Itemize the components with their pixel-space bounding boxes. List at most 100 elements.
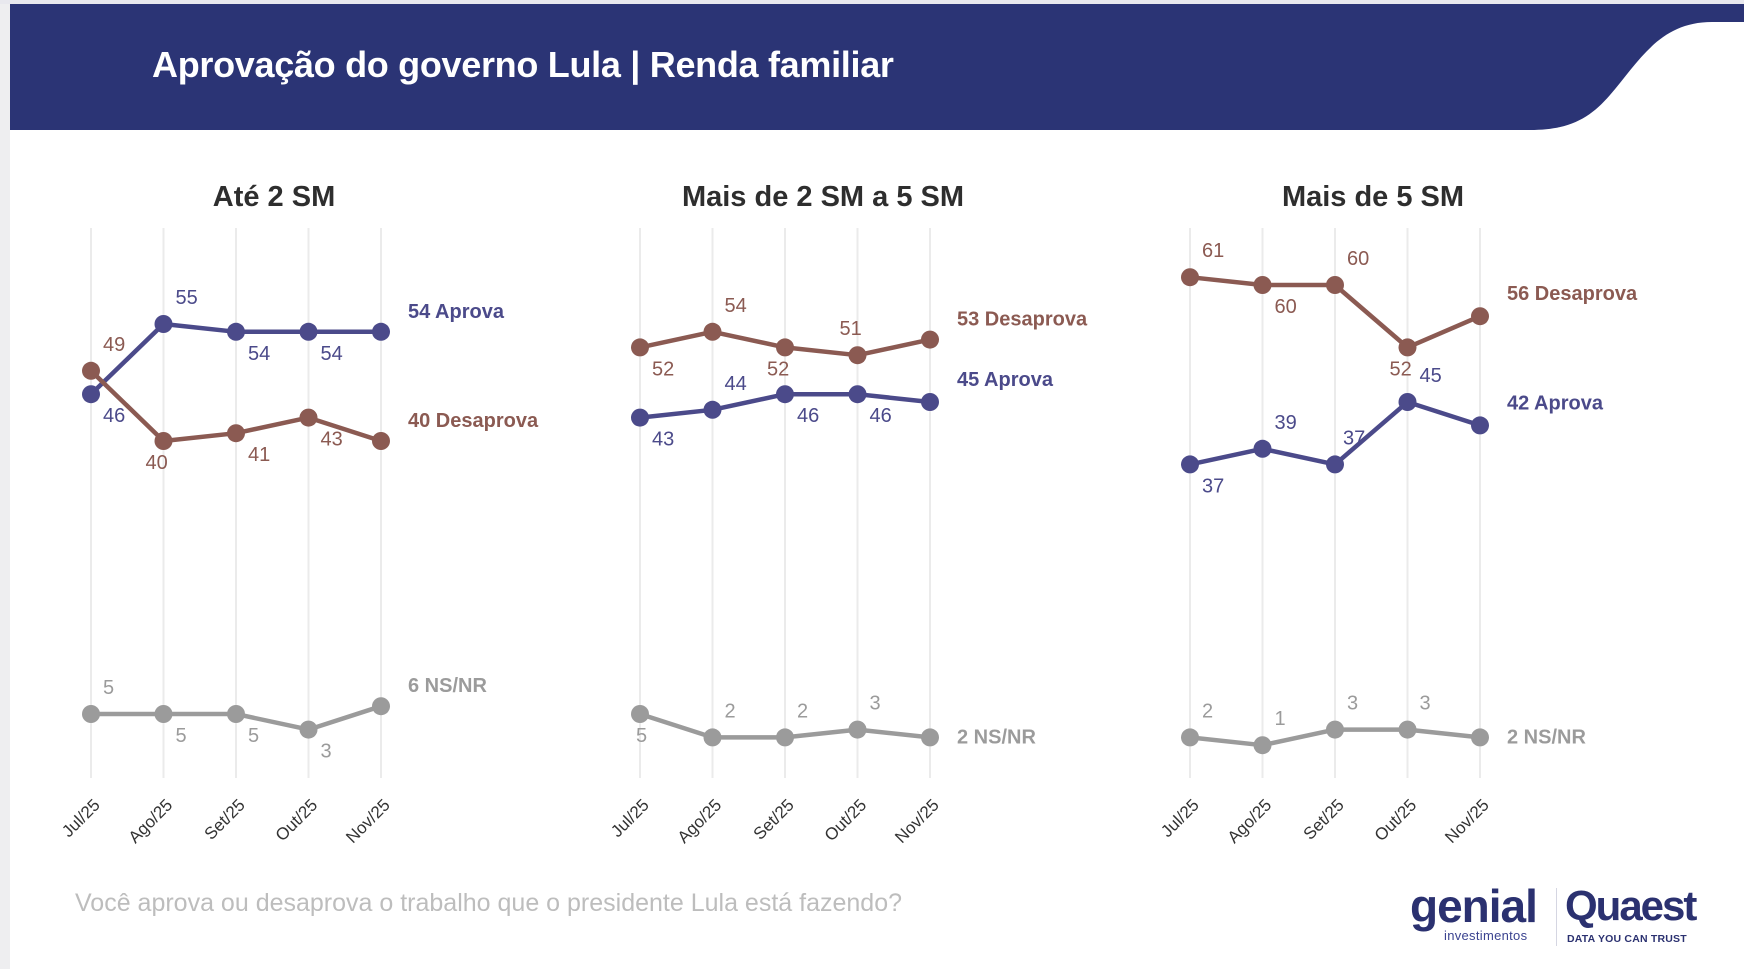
aprova-data-label: 55 xyxy=(176,287,198,309)
nsnr-point xyxy=(1471,728,1489,747)
x-tick-label: Set/25 xyxy=(201,795,249,843)
nsnr-end-label: 2 NS/NR xyxy=(1507,726,1586,748)
x-tick-label: Ago/25 xyxy=(125,795,177,847)
desaprova-point xyxy=(227,424,245,443)
aprova-data-label: 37 xyxy=(1343,427,1365,449)
x-tick-label: Set/25 xyxy=(750,795,798,843)
nsnr-point xyxy=(631,705,649,723)
x-tick-label: Jul/25 xyxy=(58,795,104,841)
aprova-point xyxy=(154,315,173,333)
desaprova-data-label: 52 xyxy=(1390,358,1412,380)
x-tick-label: Out/25 xyxy=(821,795,871,845)
aprova-point xyxy=(848,385,867,404)
aprova-point xyxy=(703,400,722,419)
charts-container: Até 2 SM Jul/25 Ago/25 Set/25 Out/25 Nov/25 46… xyxy=(58,181,1638,847)
page-title: Aprovação do governo Lula | Renda famili… xyxy=(152,44,894,85)
nsnr-data-label: 2 xyxy=(1202,700,1213,722)
desaprova-data-label: 54 xyxy=(725,295,747,317)
desaprova-point xyxy=(1181,268,1199,287)
desaprova-point xyxy=(703,322,722,341)
nsnr-point xyxy=(154,705,173,723)
nsnr-point xyxy=(703,728,722,747)
x-tick-label: Nov/25 xyxy=(1441,795,1493,847)
aprova-data-label: 46 xyxy=(103,405,125,427)
x-tick-label: Nov/25 xyxy=(891,795,943,847)
aprova-data-label: 39 xyxy=(1275,412,1297,434)
genial-logo: genial investimentos xyxy=(1410,880,1538,943)
desaprova-point xyxy=(82,361,100,380)
nsnr-data-label: 3 xyxy=(870,693,881,715)
nsnr-point xyxy=(776,728,794,747)
panel-title: Mais de 5 SM xyxy=(1282,181,1464,213)
aprova-point xyxy=(372,322,390,341)
x-tick-label: Set/25 xyxy=(1300,795,1348,843)
nsnr-data-label: 5 xyxy=(248,725,259,747)
aprova-end-label: 42 Aprova xyxy=(1507,392,1604,414)
nsnr-point xyxy=(372,697,390,716)
desaprova-end-label: 40 Desaprova xyxy=(408,410,539,432)
nsnr-data-label: 5 xyxy=(636,725,647,747)
chart-panel-1: Até 2 SM Jul/25 Ago/25 Set/25 Out/25 Nov/25 46… xyxy=(58,181,539,847)
aprova-point xyxy=(1398,393,1417,411)
aprova-point xyxy=(1181,455,1199,474)
aprova-end-label: 45 Aprova xyxy=(957,369,1054,391)
nsnr-point xyxy=(299,720,318,739)
desaprova-data-label: 40 xyxy=(146,452,168,474)
desaprova-data-label: 43 xyxy=(321,429,343,451)
nsnr-point xyxy=(848,720,867,739)
aprova-data-label: 54 xyxy=(248,343,270,365)
nsnr-point xyxy=(227,705,245,723)
page-top-strip xyxy=(0,0,1744,4)
header-bar-shape xyxy=(10,4,1744,130)
quaest-logo-tagline: DATA YOU CAN TRUST xyxy=(1567,933,1687,945)
desaprova-point xyxy=(1253,276,1272,294)
chart-panel-2: Mais de 2 SM a 5 SM Jul/25 Ago/25 Set/25 Out… xyxy=(607,181,1088,847)
nsnr-point xyxy=(1181,728,1199,747)
nsnr-data-label: 3 xyxy=(321,741,332,763)
desaprova-point xyxy=(1471,307,1489,326)
desaprova-data-label: 52 xyxy=(767,358,789,380)
header-banner xyxy=(10,4,1744,130)
aprova-point xyxy=(1471,416,1489,435)
nsnr-data-label: 1 xyxy=(1275,708,1286,730)
desaprova-data-label: 51 xyxy=(840,318,862,340)
nsnr-data-label: 5 xyxy=(103,677,114,699)
desaprova-point xyxy=(921,330,939,349)
desaprova-point xyxy=(1398,338,1417,357)
x-tick-label: Ago/25 xyxy=(1224,795,1276,847)
aprova-data-label: 44 xyxy=(725,373,747,395)
desaprova-point xyxy=(631,338,649,357)
survey-question: Você aprova ou desaprova o trabalho que … xyxy=(75,889,903,917)
panel-title: Mais de 2 SM a 5 SM xyxy=(682,181,964,213)
desaprova-point xyxy=(1326,276,1344,294)
logo-divider xyxy=(1556,888,1557,946)
aprova-data-label: 46 xyxy=(797,405,819,427)
desaprova-data-label: 41 xyxy=(248,444,270,466)
quaest-logo: Quaest DATA YOU CAN TRUST xyxy=(1565,884,1697,946)
aprova-point xyxy=(1326,455,1344,474)
page-left-border xyxy=(0,0,10,969)
aprova-data-label: 45 xyxy=(1420,365,1442,387)
x-tick-label: Out/25 xyxy=(272,795,322,845)
aprova-end-label: 54 Aprova xyxy=(408,301,505,323)
aprova-data-label: 54 xyxy=(321,343,343,365)
nsnr-point xyxy=(1253,736,1272,755)
aprova-data-label: 46 xyxy=(870,405,892,427)
desaprova-data-label: 61 xyxy=(1202,240,1224,262)
desaprova-point xyxy=(154,432,173,450)
desaprova-point xyxy=(372,432,390,450)
nsnr-data-label: 3 xyxy=(1420,693,1431,715)
aprova-point xyxy=(227,322,245,341)
x-tick-label: Out/25 xyxy=(1371,795,1421,845)
genial-logo-word: genial xyxy=(1410,880,1538,932)
nsnr-data-label: 2 xyxy=(797,700,808,722)
desaprova-point xyxy=(776,338,794,357)
x-tick-label: Ago/25 xyxy=(674,795,726,847)
desaprova-point xyxy=(299,408,318,427)
aprova-point xyxy=(82,385,100,404)
nsnr-point xyxy=(82,705,100,723)
aprova-data-label: 43 xyxy=(652,429,674,451)
desaprova-data-label: 52 xyxy=(652,358,674,380)
nsnr-data-label: 2 xyxy=(725,700,736,722)
aprova-point xyxy=(776,385,794,404)
